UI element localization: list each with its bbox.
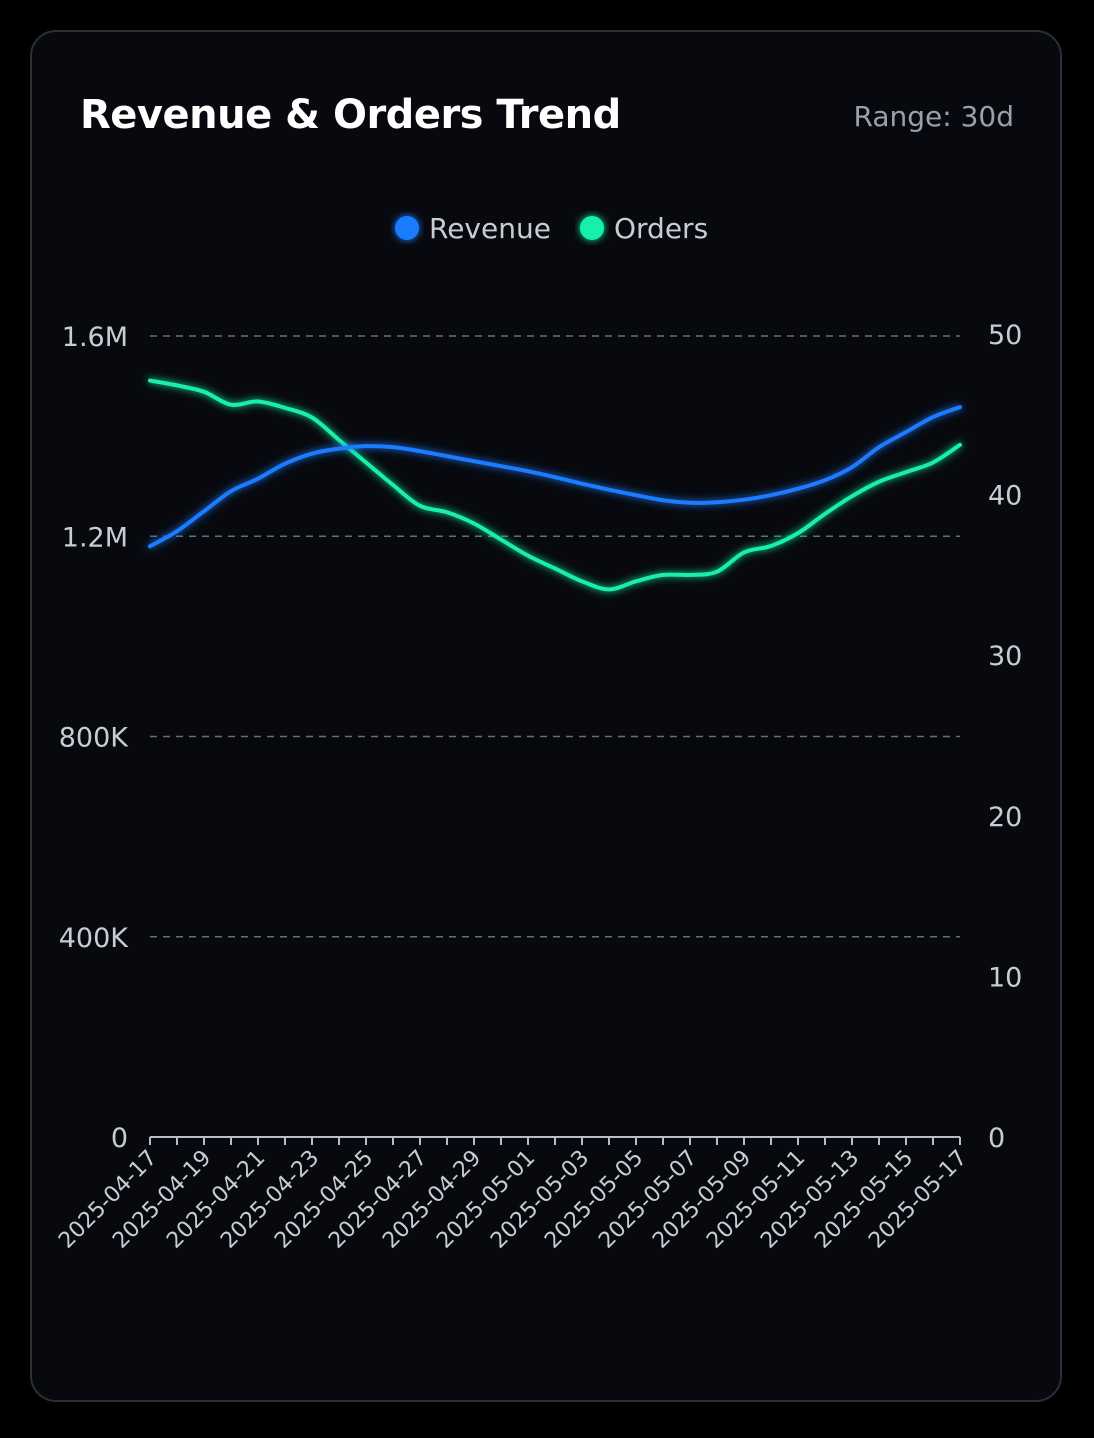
y-right-tick-label: 0 — [988, 1123, 1005, 1154]
y-right-tick-label: 10 — [988, 962, 1022, 993]
y-right-tick-label: 20 — [988, 802, 1022, 833]
series-line-revenue[interactable] — [148, 405, 962, 549]
grid-lines — [150, 335, 960, 938]
chart-card: Revenue & Orders Trend Range: 30d Revenu… — [30, 30, 1062, 1402]
y-left-tick-label: 0 — [111, 1123, 128, 1154]
legend-item-revenue[interactable]: Revenue — [395, 212, 551, 245]
legend-swatch-revenue — [395, 216, 419, 240]
y-right-tick-label: 40 — [988, 481, 1022, 512]
y-axis-left: 0 400K 800K 1.2M 1.6M — [59, 322, 130, 1154]
x-axis: 2025-04-172025-04-192025-04-212025-04-23… — [54, 1136, 972, 1254]
y-left-tick-label: 800K — [59, 723, 130, 754]
legend-label-orders: Orders — [614, 212, 708, 245]
series — [148, 378, 962, 592]
legend: Revenue Orders — [395, 212, 708, 245]
y-left-tick-label: 1.6M — [62, 322, 128, 353]
series-revenue — [148, 405, 962, 549]
legend-item-orders[interactable]: Orders — [580, 212, 708, 245]
y-left-tick-label: 400K — [59, 923, 130, 954]
y-axis-right: 0 10 20 30 40 50 — [988, 320, 1022, 1154]
y-right-tick-label: 50 — [988, 320, 1022, 351]
y-left-tick-label: 1.2M — [62, 522, 128, 553]
chart-title: Revenue & Orders Trend — [80, 92, 621, 138]
range-label: Range: 30d — [853, 100, 1014, 133]
legend-swatch-orders — [580, 216, 604, 240]
series-orders — [148, 378, 962, 592]
legend-label-revenue: Revenue — [429, 212, 551, 245]
y-right-tick-label: 30 — [988, 641, 1022, 672]
line-chart: Revenue Orders 0 400K 800K 1.2M 1.6M 0 10 20 30… — [54, 212, 1022, 1254]
series-line-orders[interactable] — [148, 378, 962, 592]
